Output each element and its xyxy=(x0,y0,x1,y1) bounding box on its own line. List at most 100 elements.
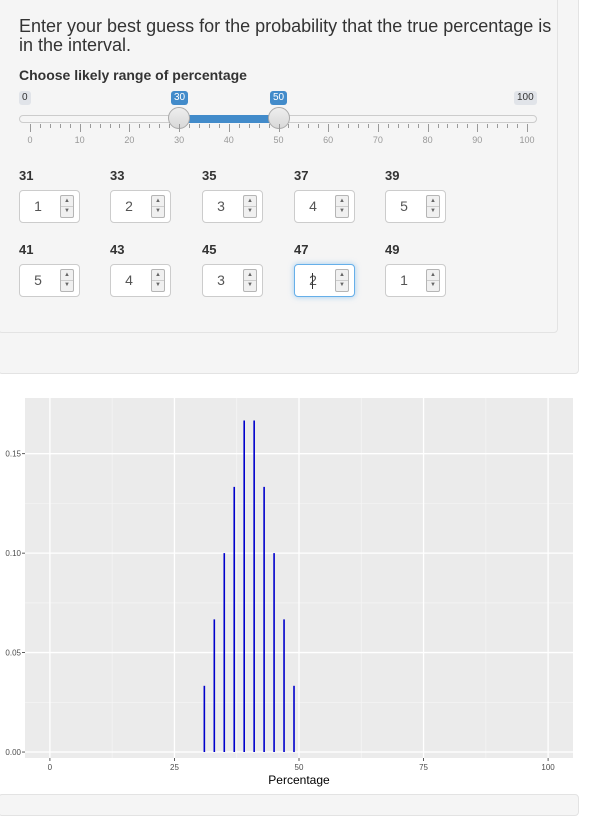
slider-tick-label: 10 xyxy=(74,135,85,145)
number-input-value[interactable]: 3 xyxy=(217,272,225,288)
slider-tick xyxy=(507,124,509,128)
number-input-49[interactable]: 1 ▲ ▼ xyxy=(385,264,446,297)
number-input-47[interactable]: 2▲▼ xyxy=(294,264,355,297)
decrement-arrow-icon[interactable]: ▼ xyxy=(64,282,70,288)
spinner[interactable]: ▲ ▼ xyxy=(60,195,74,218)
increment-arrow-icon[interactable]: ▲ xyxy=(61,270,73,281)
number-input-value[interactable]: 2 xyxy=(295,265,331,296)
spinner[interactable]: ▲ ▼ xyxy=(426,195,440,218)
slider-tick xyxy=(298,124,300,128)
number-input-value[interactable]: 4 xyxy=(309,198,317,214)
spinner[interactable]: ▲ ▼ xyxy=(60,269,74,292)
x-tick-label: 50 xyxy=(295,763,304,772)
y-tick-label: 0.05 xyxy=(5,649,21,658)
slider-tick xyxy=(427,124,429,132)
number-input-value[interactable]: 3 xyxy=(217,198,225,214)
slider-tick xyxy=(79,124,81,132)
number-input-43[interactable]: 4 ▲ ▼ xyxy=(110,264,171,297)
page-title: Enter your best guess for the probabilit… xyxy=(19,16,552,55)
number-input-31[interactable]: 1 ▲ ▼ xyxy=(19,190,80,223)
slider-tick xyxy=(179,124,181,132)
slider-tick xyxy=(367,124,369,128)
decrement-arrow-icon[interactable]: ▼ xyxy=(430,282,436,288)
number-input-value[interactable]: 5 xyxy=(400,198,408,214)
slider-from-badge: 30 xyxy=(171,91,189,105)
decrement-arrow-icon[interactable]: ▼ xyxy=(64,208,70,214)
slider-tick xyxy=(159,124,161,128)
increment-arrow-icon[interactable]: ▲ xyxy=(152,270,164,281)
number-input-35[interactable]: 3 ▲ ▼ xyxy=(202,190,263,223)
slider-tick xyxy=(89,124,91,128)
slider-tick-label: 50 xyxy=(273,135,284,145)
spinner[interactable]: ▲ ▼ xyxy=(335,195,349,218)
increment-arrow-icon[interactable]: ▲ xyxy=(336,270,348,281)
slider-tick xyxy=(278,124,280,132)
number-input-value[interactable]: 5 xyxy=(34,272,42,288)
slider-tick xyxy=(328,124,330,132)
x-tick-label: 100 xyxy=(541,763,555,772)
slider-selected-range[interactable] xyxy=(179,115,279,123)
increment-arrow-icon[interactable]: ▲ xyxy=(336,196,348,207)
spinner[interactable]: ▲ ▼ xyxy=(426,269,440,292)
slider-tick xyxy=(517,124,519,128)
slider-tick xyxy=(149,124,151,128)
increment-arrow-icon[interactable]: ▲ xyxy=(427,270,439,281)
slider-tick xyxy=(527,124,528,132)
number-input-value[interactable]: 2 xyxy=(125,198,133,214)
slider-tick xyxy=(417,124,419,128)
number-input-45[interactable]: 3 ▲ ▼ xyxy=(202,264,263,297)
number-input-33[interactable]: 2 ▲ ▼ xyxy=(110,190,171,223)
slider-tick-label: 30 xyxy=(174,135,185,145)
slider-tick-label: 60 xyxy=(323,135,334,145)
decrement-arrow-icon[interactable]: ▼ xyxy=(339,208,345,214)
increment-arrow-icon[interactable]: ▲ xyxy=(152,196,164,207)
spinner[interactable]: ▲ ▼ xyxy=(243,195,257,218)
input-label-35: 35 xyxy=(202,168,217,183)
slider-tick xyxy=(248,124,250,128)
slider-tick-label: 70 xyxy=(372,135,383,145)
decrement-arrow-icon[interactable]: ▼ xyxy=(155,208,161,214)
input-label-43: 43 xyxy=(110,242,125,257)
slider-tick xyxy=(189,124,191,128)
input-panel xyxy=(0,0,558,333)
spinner[interactable]: ▲ ▼ xyxy=(335,269,349,292)
slider-tick xyxy=(169,124,171,128)
input-label-31: 31 xyxy=(19,168,34,183)
number-input-value[interactable]: 1 xyxy=(400,272,408,288)
slider-tick xyxy=(258,124,260,128)
input-label-39: 39 xyxy=(385,168,400,183)
slider-tick xyxy=(407,124,409,128)
number-input-value[interactable]: 4 xyxy=(125,272,133,288)
increment-arrow-icon[interactable]: ▲ xyxy=(244,270,256,281)
input-label-45: 45 xyxy=(202,242,217,257)
probability-plot: 0.00 0.05 0.10 0.15 0 25 50 75 100 Percentage xyxy=(5,398,573,787)
decrement-arrow-icon[interactable]: ▼ xyxy=(247,282,253,288)
spinner[interactable]: ▲ ▼ xyxy=(243,269,257,292)
slider-tick xyxy=(268,124,270,128)
spinner[interactable]: ▲ ▼ xyxy=(151,195,165,218)
bottom-panel xyxy=(0,794,579,816)
increment-arrow-icon[interactable]: ▲ xyxy=(244,196,256,207)
slider-tick xyxy=(198,124,200,128)
slider-tick xyxy=(387,124,389,128)
slider-tick xyxy=(318,124,320,128)
number-input-41[interactable]: 5 ▲ ▼ xyxy=(19,264,80,297)
x-tick-label: 25 xyxy=(170,763,179,772)
slider-tick xyxy=(477,124,479,132)
increment-arrow-icon[interactable]: ▲ xyxy=(61,196,73,207)
spinner[interactable]: ▲ ▼ xyxy=(151,269,165,292)
decrement-arrow-icon[interactable]: ▼ xyxy=(430,208,436,214)
number-input-value[interactable]: 1 xyxy=(34,198,42,214)
input-label-37: 37 xyxy=(294,168,309,183)
decrement-arrow-icon[interactable]: ▼ xyxy=(155,282,161,288)
x-tick-label: 75 xyxy=(419,763,428,772)
slider-tick xyxy=(497,124,499,128)
increment-arrow-icon[interactable]: ▲ xyxy=(427,196,439,207)
decrement-arrow-icon[interactable]: ▼ xyxy=(247,208,253,214)
slider-tick xyxy=(238,124,240,128)
slider-tick xyxy=(467,124,469,128)
number-input-39[interactable]: 5 ▲ ▼ xyxy=(385,190,446,223)
slider-tick xyxy=(109,124,111,128)
decrement-arrow-icon[interactable]: ▼ xyxy=(339,282,345,288)
number-input-37[interactable]: 4 ▲ ▼ xyxy=(294,190,355,223)
